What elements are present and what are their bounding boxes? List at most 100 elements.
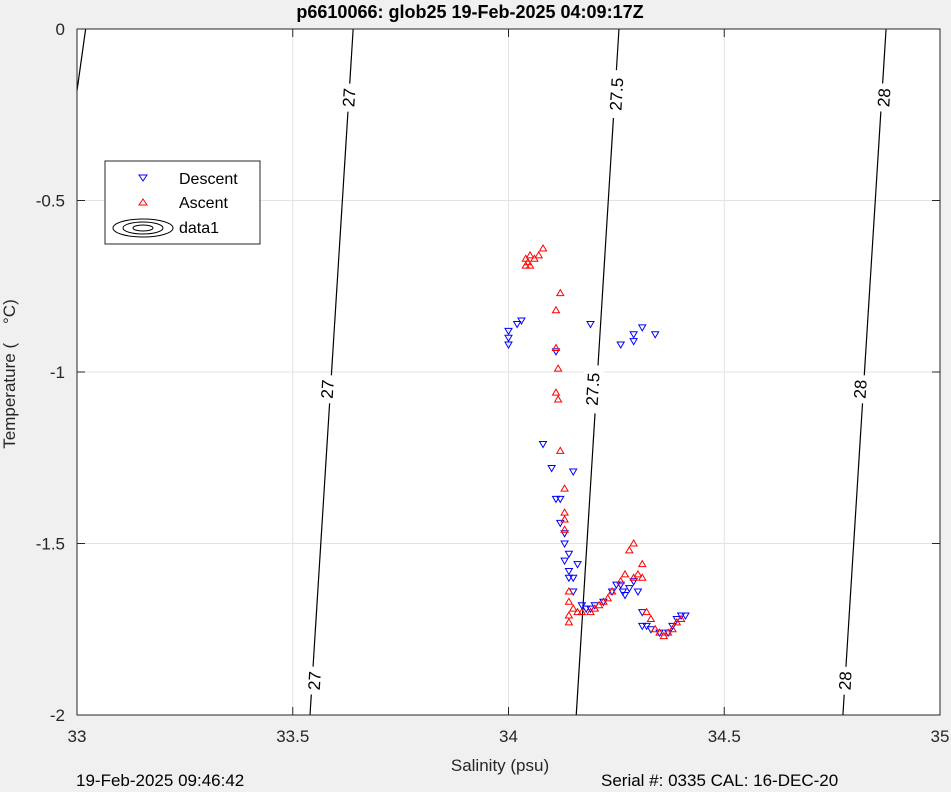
density-contours: 27 27 27 27.5 27.5 28 28 28: [76, 28, 895, 716]
descent-point: [547, 465, 557, 473]
descent-point: [663, 629, 673, 638]
descent-point: [551, 495, 561, 504]
contour-label-bg: [604, 69, 628, 119]
descent-point: [564, 567, 574, 576]
ascent-point: [553, 394, 563, 403]
descent-point: [564, 550, 574, 559]
y-tick-label: -1.5: [36, 535, 65, 554]
ascent-point: [551, 305, 561, 314]
ascent-point: [577, 607, 587, 616]
descent-point: [504, 327, 513, 336]
contour-label: 27: [339, 88, 359, 108]
ascent-point: [560, 484, 569, 492]
ascent-point: [568, 604, 578, 612]
footer-timestamp: 19-Feb-2025 09:46:42: [76, 771, 245, 790]
descent-point: [555, 519, 565, 528]
x-tick-label: 34: [499, 727, 518, 746]
legend-box: [104, 160, 261, 245]
contour-label: 27: [305, 671, 325, 691]
axis-ticks: 33 33.5 34 34.5 35 0 -0.5 -1 -1.5 -2: [36, 20, 950, 746]
ascent-point: [637, 559, 647, 568]
descent-point: [568, 468, 578, 476]
descent-point: [586, 320, 595, 329]
ascent-point: [676, 614, 686, 622]
descent-point: [551, 348, 561, 356]
y-axis-label: Temperature ( °C): [0, 299, 19, 448]
descent-point: [629, 331, 639, 339]
descent-point: [668, 622, 677, 631]
ascent-point: [555, 446, 565, 454]
legend-descent-label: Descent: [179, 171, 238, 188]
descent-point: [504, 334, 513, 343]
contour-line: [842, 28, 887, 716]
ascent-point: [668, 624, 677, 633]
descent-point: [616, 341, 626, 350]
ascent-point: [538, 244, 548, 252]
ascent-point: [620, 569, 630, 578]
chart-title: p6610066: glob25 19-Feb-2025 04:09:17Z: [296, 2, 643, 22]
ascent-point: [616, 576, 626, 585]
descent-point: [581, 605, 591, 614]
descent-point: [504, 341, 513, 350]
ascent-point: [551, 343, 561, 351]
contour-line: [309, 28, 354, 716]
contour-label: 27: [318, 379, 338, 399]
descent-point: [560, 540, 569, 548]
descent-point: [560, 530, 569, 538]
ascent-point: [629, 539, 639, 547]
descent-point: [637, 324, 647, 332]
descent-point: [637, 622, 647, 631]
descent-point: [650, 331, 660, 339]
footer-serial: Serial #: 0335 CAL: 16-DEC-20: [601, 771, 839, 790]
ascent-point: [564, 617, 574, 626]
descent-point: [655, 629, 664, 638]
contour-label-bg: [337, 82, 360, 113]
descent-point: [620, 591, 630, 600]
descent-point: [555, 495, 565, 504]
legend-data1-icon: [112, 218, 174, 238]
contour-label-bg: [873, 82, 895, 113]
x-tick-label: 34.5: [708, 727, 741, 746]
contour-label: 27.5: [583, 372, 604, 406]
x-tick-label: 33.5: [276, 727, 309, 746]
ascent-point: [607, 587, 617, 595]
descent-point: [607, 588, 617, 597]
x-axis-label: Salinity (psu): [451, 756, 549, 775]
ascent-point: [646, 614, 656, 622]
contour-label: 28: [851, 379, 871, 399]
legend-ascent-marker: [138, 198, 148, 206]
contour-label: 28: [874, 88, 894, 108]
y-tick-label: -0.5: [36, 192, 65, 211]
contour-label-bg: [303, 666, 326, 696]
ascent-point: [603, 593, 613, 602]
ascent-point: [642, 607, 651, 616]
ascent-point: [650, 624, 660, 633]
contour-label-bg: [581, 364, 605, 414]
contour-label: 27.5: [606, 77, 627, 111]
descent-point: [517, 317, 526, 326]
legend-ascent-label: Ascent: [179, 195, 228, 212]
contour-label: 28: [835, 671, 855, 691]
legend-data1-label: data1: [179, 220, 219, 237]
contour-label-bg: [849, 374, 872, 404]
descent-point: [681, 612, 690, 621]
x-tick-label: 35: [931, 727, 950, 746]
descent-point: [560, 557, 569, 566]
descent-point: [616, 581, 626, 590]
descent-point: [612, 581, 621, 590]
descent-point: [538, 441, 548, 449]
ascent-point: [525, 261, 535, 269]
ascent-point: [655, 628, 664, 636]
contour-label-bg: [834, 666, 856, 696]
ascent-point: [624, 545, 634, 554]
ascent-point: [573, 607, 582, 616]
y-tick-label: -2: [50, 706, 65, 725]
ascent-point: [534, 250, 544, 259]
descent-point: [624, 585, 634, 593]
descent-point: [564, 574, 574, 583]
ascent-point: [564, 587, 574, 595]
data-series: [504, 244, 690, 640]
descent-point: [512, 320, 522, 329]
contour-line: [76, 28, 87, 91]
ascent-point: [551, 388, 561, 396]
